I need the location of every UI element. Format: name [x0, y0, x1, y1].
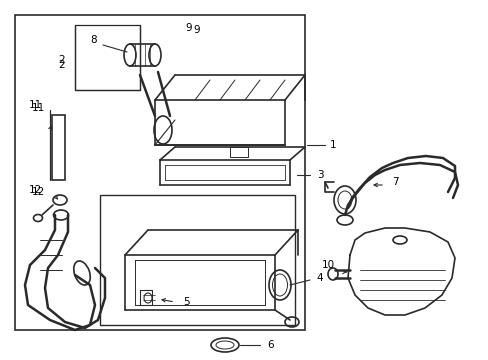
Text: 3: 3: [316, 170, 323, 180]
Text: 2: 2: [58, 55, 65, 65]
Text: 5: 5: [183, 297, 189, 307]
Text: 12: 12: [29, 185, 42, 195]
Bar: [75, 25, 140, 90]
Text: 9: 9: [193, 25, 199, 35]
Bar: [52, 115, 65, 180]
Bar: [100, 195, 294, 325]
Text: 7: 7: [391, 177, 398, 187]
Text: 1: 1: [329, 140, 336, 150]
Text: 6: 6: [266, 340, 273, 350]
Text: 11: 11: [32, 103, 45, 113]
Text: 4: 4: [315, 273, 322, 283]
Text: 10: 10: [321, 260, 334, 270]
Text: 2: 2: [58, 60, 65, 70]
Bar: [15, 15, 305, 330]
Text: 12: 12: [32, 187, 45, 197]
Bar: [229, 147, 247, 157]
Text: 8: 8: [90, 35, 97, 45]
Text: 11: 11: [29, 100, 42, 110]
Text: 9: 9: [184, 23, 191, 33]
